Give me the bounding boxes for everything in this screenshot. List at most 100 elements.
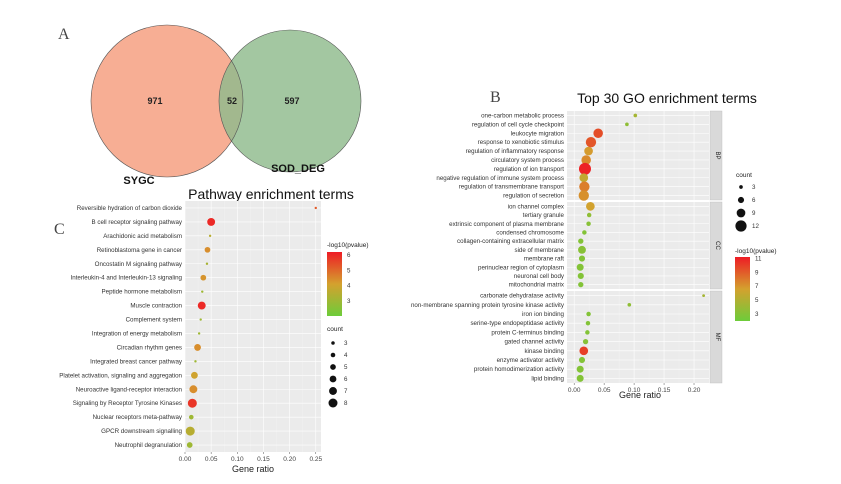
- pathway-point: [194, 360, 197, 363]
- pathway-category-label: Platelet activation, signaling and aggre…: [59, 372, 182, 379]
- go-category-label: regulation of inflammatory response: [466, 148, 565, 155]
- go-point: [578, 238, 584, 244]
- venn-outline-sod-deg: [218, 29, 362, 173]
- pathway-color-legend-title: -log10(pvalue): [327, 242, 369, 249]
- pathway-gridlines: [184, 201, 321, 452]
- go-category-label: protein homodimerization activity: [474, 366, 565, 373]
- go-point: [576, 263, 584, 271]
- go-point: [579, 181, 590, 192]
- go-point: [578, 190, 589, 201]
- pathway-category-label: Arachidonic acid metabolism: [103, 233, 182, 240]
- go-category-label: iron ion binding: [522, 311, 565, 318]
- venn-count-sod-deg-only: 597: [284, 96, 299, 106]
- pathway-point: [200, 274, 207, 281]
- go-category-label: regulation of cell cycle checkpoint: [472, 121, 564, 128]
- pathway-color-ticks: 3 4 5 6: [342, 252, 351, 305]
- go-category-label: collagen-containing extracellular matrix: [457, 238, 565, 245]
- pathway-size-legend-dot: [331, 341, 335, 345]
- go-color-legend-title: -log10(pvalue): [735, 248, 777, 255]
- go-point: [625, 122, 629, 127]
- pathway-point: [186, 442, 193, 448]
- pathway-point: [189, 385, 198, 394]
- go-facet-strip-label: CC: [714, 241, 720, 250]
- go-point: [578, 255, 586, 262]
- go-point: [582, 338, 589, 345]
- go-point: [585, 320, 591, 326]
- go-facet-bp: one-carbon metabolic process regulation o…: [436, 110, 723, 201]
- venn-count-overlap: 52: [227, 96, 237, 106]
- go-x-tick-label: 0.00: [568, 387, 581, 394]
- pathway-x-tick-label: 0.20: [283, 456, 296, 463]
- go-category-label: neuronal cell body: [514, 273, 565, 280]
- pathway-category-label: B cell receptor signaling pathway: [92, 219, 183, 226]
- panel-letter-a: A: [58, 26, 70, 43]
- go-category-label: regulation of transmembrane transport: [459, 184, 565, 191]
- pathway-size-legend-label: 7: [344, 388, 348, 395]
- pathway-category-label: Muscle contraction: [130, 303, 182, 310]
- pathway-category-label: Nuclear receptors meta-pathway: [93, 414, 183, 421]
- go-facet-strip: [709, 110, 723, 201]
- pathway-point: [185, 426, 195, 436]
- pathway-color-tick-label: 4: [347, 283, 351, 290]
- go-x-ticks: 0.00 0.05 0.10 0.15 0.20: [568, 383, 701, 394]
- go-facet-strip: [709, 290, 723, 384]
- pathway-category-label: Integration of energy metabolism: [92, 330, 182, 337]
- pathway-category-label: Reversible hydration of carbon dioxide: [77, 205, 183, 212]
- go-point: [581, 155, 591, 165]
- go-category-label: carbonate dehydratase activity: [480, 293, 565, 300]
- pathway-size-legend-title: count: [327, 326, 343, 333]
- pathway-color-bar: [327, 252, 342, 316]
- pathway-category-label: Interleukin-4 and Interleukin-13 signali…: [71, 275, 183, 282]
- go-facet-mf: carbonate dehydratase activity non-membra…: [411, 290, 723, 384]
- pathway-color-tick-label: 6: [347, 252, 351, 259]
- go-facet-cc: ion channel complex tertiary granule extri…: [449, 201, 723, 290]
- go-size-legend: 3 6 9 12: [735, 184, 759, 232]
- pathway-point: [197, 332, 201, 335]
- pathway-point: [187, 398, 197, 408]
- pathway-x-tick-label: 0.05: [205, 456, 218, 463]
- go-x-tick-label: 0.05: [598, 387, 611, 394]
- go-color-tick-label: 5: [755, 297, 759, 304]
- go-category-label: lipid binding: [531, 375, 564, 382]
- pathway-point: [208, 234, 212, 238]
- go-facet-background: [567, 111, 709, 200]
- pathway-x-axis-title: Gene ratio: [232, 464, 274, 474]
- go-category-label: response to xenobiotic stimulus: [478, 139, 564, 146]
- venn-circle-sod-deg: [219, 30, 361, 172]
- go-point: [578, 162, 591, 175]
- pathway-category-label: Complement system: [126, 317, 182, 324]
- pathway-size-legend-dot: [328, 398, 338, 408]
- go-facet-strip-label: BP: [714, 151, 720, 159]
- go-color-tick-label: 9: [755, 269, 759, 276]
- go-point: [702, 294, 706, 297]
- pathway-point: [197, 301, 206, 310]
- pathway-point: [204, 246, 211, 253]
- pathway-x-ticks: 0.00 0.05 0.10 0.15 0.20 0.25: [179, 452, 322, 463]
- go-category-label: tertiary granule: [523, 212, 565, 219]
- venn-panel: A 971 52 597 SYGC SOD_DEG: [58, 24, 362, 187]
- go-size-legend-label: 12: [752, 223, 759, 230]
- go-category-label: perinuclear region of cytoplasm: [478, 264, 564, 271]
- pathway-x-tick-label: 0.10: [231, 456, 244, 463]
- pathway-category-label: Peptide hormone metabolism: [102, 289, 182, 296]
- pathway-point: [199, 318, 202, 321]
- pathway-point: [207, 217, 216, 226]
- go-size-legend-dot: [737, 196, 745, 204]
- go-category-label: membrane raft: [524, 256, 565, 263]
- go-size-legend-dot: [739, 185, 743, 189]
- pathway-point: [191, 371, 198, 379]
- pathway-point: [314, 206, 317, 210]
- go-chart-title: Top 30 GO enrichment terms: [577, 90, 757, 106]
- pathway-category-label: Circadian rhythm genes: [117, 344, 182, 351]
- venn-count-sygc-only: 971: [147, 96, 162, 106]
- pathway-size-legend-label: 8: [344, 400, 348, 407]
- go-category-label: ion channel complex: [508, 203, 565, 210]
- pathway-category-label: GPCR downstream signalling: [101, 428, 182, 435]
- pathway-category-label: Integrated breast cancer pathway: [90, 358, 183, 365]
- go-x-tick-label: 0.10: [628, 387, 641, 394]
- go-point: [593, 128, 603, 139]
- go-point: [582, 230, 587, 235]
- go-facet-strip: [709, 201, 723, 290]
- go-category-label: non-membrane spanning protein tyrosine k…: [411, 302, 565, 309]
- go-point: [586, 212, 592, 218]
